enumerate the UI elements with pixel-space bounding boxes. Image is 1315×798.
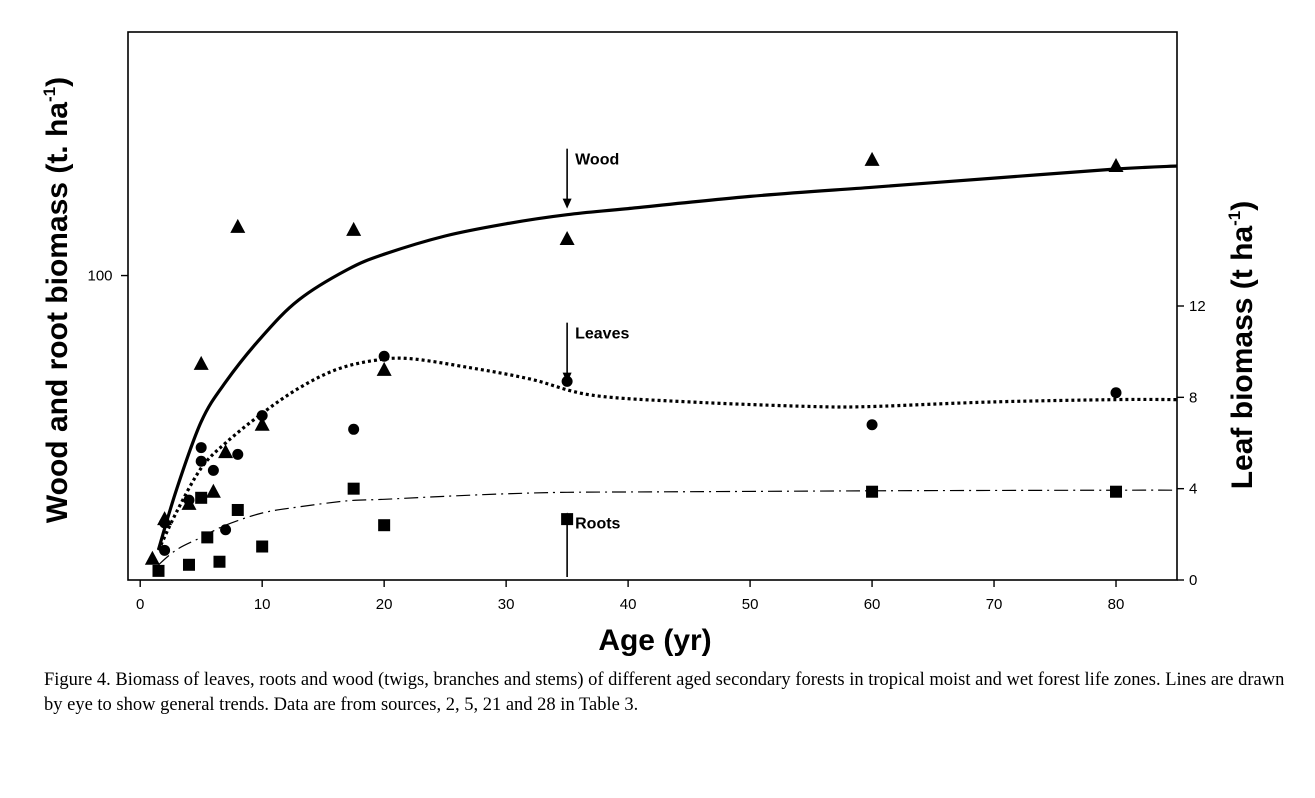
x-tick-label: 40 [620, 596, 637, 613]
triangle-marker [254, 416, 270, 431]
x-tick-label: 30 [498, 596, 515, 613]
circle-marker [866, 419, 878, 431]
x-tick-label: 80 [1108, 596, 1125, 613]
y2-axis-title-close: ) [1226, 201, 1259, 211]
triangle-marker [230, 218, 246, 233]
triangle-marker [376, 361, 392, 376]
figure-caption: Figure 4. Biomass of leaves, roots and w… [44, 670, 1285, 715]
y2-tick-label: 8 [1189, 389, 1197, 406]
circle-marker [195, 442, 207, 454]
triangle-marker [144, 550, 160, 565]
annotation-arrow-head [562, 512, 572, 523]
annotations: Wood Leaves Roots [562, 148, 629, 577]
x-tick-label: 0 [136, 596, 144, 613]
circle-marker [256, 410, 268, 422]
x-tick-label: 20 [376, 596, 393, 613]
plot-border [127, 31, 1178, 581]
trend-line-leaves [157, 356, 1178, 551]
x-axis-title: Age (yr) [598, 624, 711, 657]
triangle-marker [205, 483, 221, 498]
data-markers [144, 151, 1124, 577]
triangle-marker [864, 151, 880, 166]
annotation-roots: Roots [562, 512, 621, 577]
circle-marker [232, 448, 244, 460]
annotation-arrow-head [562, 198, 572, 209]
triangle-marker [346, 221, 362, 236]
square-marker [256, 540, 269, 553]
circle-marker [378, 350, 390, 362]
trend-lines [156, 164, 1178, 566]
circle-marker [220, 524, 232, 536]
plot-frame [127, 31, 1178, 581]
annotation-label: Roots [575, 515, 620, 532]
square-marker [213, 555, 226, 568]
y-axis-title: Wood and root biomass (t. ha-1) [40, 77, 74, 523]
triangle-marker [559, 231, 575, 246]
trend-line-wood [156, 164, 1178, 551]
biomass-chart: 0 10 20 30 40 50 60 70 80 100 0 4 8 12 Wood Leaves Root… [40, 31, 1259, 657]
circle-marker [159, 517, 171, 529]
triangle-marker [1108, 157, 1124, 172]
y2-tick-label: 4 [1189, 481, 1197, 498]
square-marker [347, 482, 360, 495]
square-marker [378, 519, 391, 532]
axis-ticks: 0 10 20 30 40 50 60 70 80 100 0 4 8 12 [87, 268, 1205, 613]
circle-marker [348, 423, 360, 435]
y-axis-title-main: Wood and root biomass (t. ha [41, 102, 74, 523]
x-tick-label: 60 [864, 596, 881, 613]
annotation-wood: Wood [562, 148, 619, 209]
square-marker [195, 491, 208, 504]
x-tick-label: 70 [986, 596, 1003, 613]
square-marker [231, 503, 244, 516]
annotation-arrow-head [562, 372, 572, 383]
square-marker [1110, 485, 1123, 498]
triangle-marker [218, 444, 234, 459]
x-tick-label: 10 [254, 596, 271, 613]
annotation-label: Leaves [575, 326, 629, 343]
circle-marker [207, 464, 219, 476]
annotation-label: Wood [575, 152, 619, 169]
triangle-marker [193, 355, 209, 370]
square-marker [152, 564, 165, 577]
trend-line-roots [158, 489, 1178, 566]
y2-tick-label: 0 [1189, 572, 1197, 589]
x-tick-label: 50 [742, 596, 759, 613]
y-axis-title-sup: -1 [40, 87, 59, 102]
y2-axis-title-main: Leaf biomass (t ha [1226, 226, 1259, 490]
y2-axis-title-sup: -1 [1225, 211, 1244, 226]
square-marker [201, 531, 214, 544]
circle-marker [183, 494, 195, 506]
square-marker [182, 558, 195, 571]
circle-marker [159, 544, 171, 556]
annotation-leaves: Leaves [562, 322, 629, 383]
y2-tick-label: 12 [1189, 298, 1206, 315]
y2-axis-title: Leaf biomass (t ha-1) [1225, 201, 1259, 490]
circle-marker [195, 455, 207, 467]
square-marker [866, 485, 879, 498]
y-tick-label: 100 [87, 268, 112, 285]
circle-marker [1110, 387, 1122, 399]
y-axis-title-close: ) [41, 77, 74, 87]
